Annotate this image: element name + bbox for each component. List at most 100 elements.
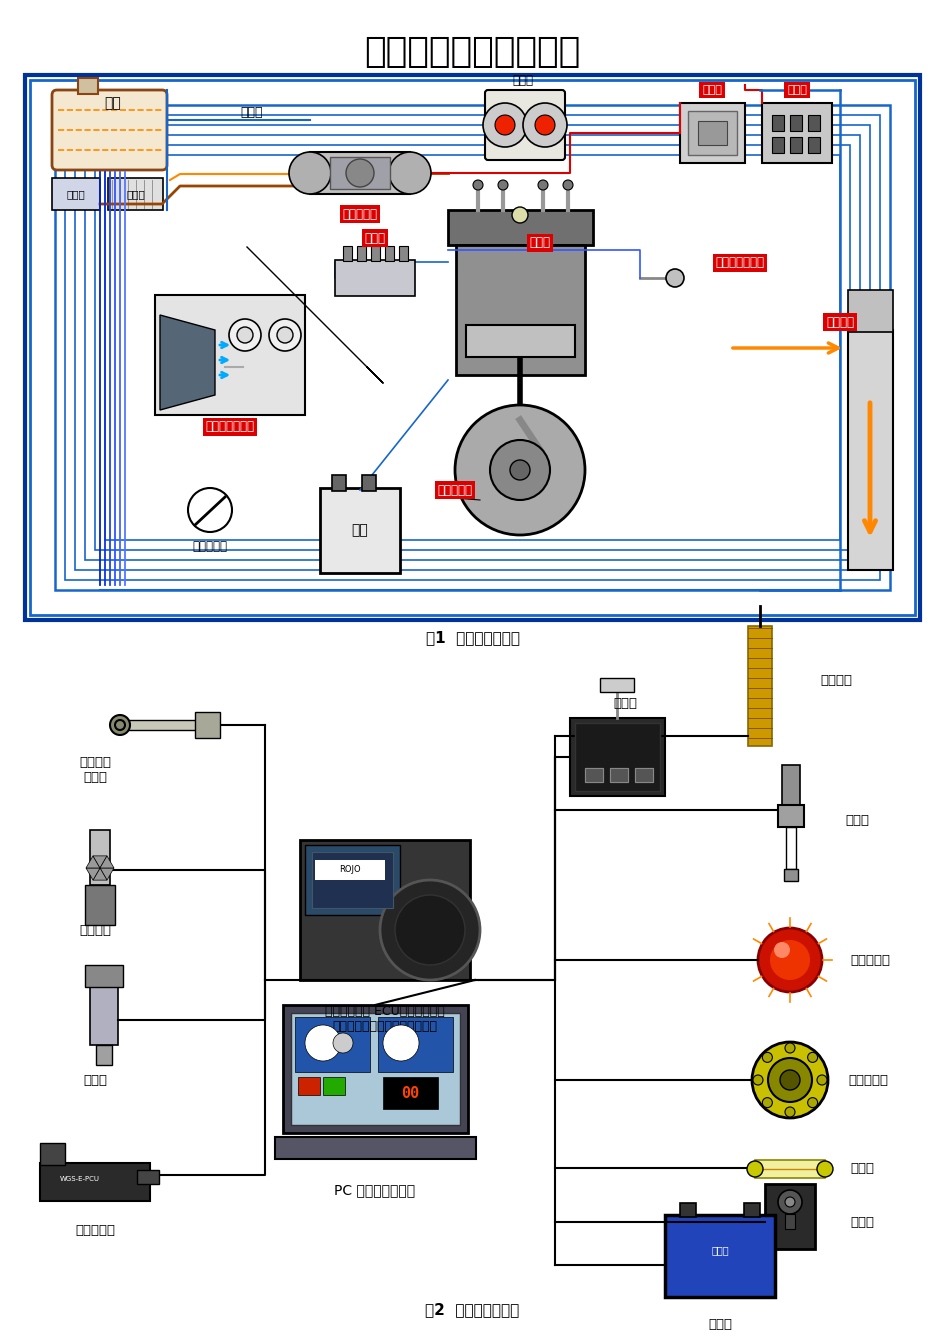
Polygon shape [100,856,114,868]
Bar [634,767,652,782]
Circle shape [784,1043,794,1054]
Bar [329,156,390,189]
Bar [25,75,919,620]
Circle shape [534,115,554,135]
Bar [569,718,665,796]
Text: 点火器: 点火器 [786,86,806,95]
Bar [299,840,469,980]
Text: 电磁燃油泵: 电磁燃油泵 [75,1223,115,1237]
Text: 电门锁开关: 电门锁开关 [193,540,228,554]
Circle shape [289,152,330,194]
Bar [323,1078,345,1095]
Text: 角标传感器: 角标传感器 [437,484,472,496]
Bar [610,767,628,782]
Text: 氧传感器: 氧传感器 [825,316,853,329]
Circle shape [537,180,548,190]
Bar [362,475,376,491]
Bar [90,985,118,1046]
Bar [334,259,414,295]
FancyBboxPatch shape [484,90,565,160]
Bar [789,136,801,152]
Bar [0,655,944,1316]
Text: 角标传感器: 角标传感器 [847,1074,887,1087]
Circle shape [807,1098,817,1107]
Bar [584,767,602,782]
Circle shape [510,460,530,480]
Circle shape [752,1075,762,1086]
Polygon shape [160,316,215,410]
Circle shape [305,1025,341,1062]
Text: 保险丝: 保险丝 [849,1162,873,1174]
Bar [30,80,914,615]
Text: 节气门体（含 ECU，内置节气门
位置传感器、进气温度传感器）: 节气门体（含 ECU，内置节气门 位置传感器、进气温度传感器） [325,1005,445,1034]
Text: 点火器: 点火器 [613,697,636,710]
Text: 电喷系统故障排除手册: 电喷系统故障排除手册 [364,35,580,70]
Polygon shape [86,868,100,880]
Bar [90,830,110,885]
Circle shape [389,152,430,194]
Circle shape [512,207,528,223]
Text: PC 机（故障诊断）: PC 机（故障诊断） [334,1183,415,1197]
Text: 蓄电池: 蓄电池 [711,1245,728,1255]
Circle shape [228,320,261,352]
Circle shape [769,940,809,980]
Circle shape [497,180,508,190]
Bar [40,1143,65,1165]
Bar [665,1215,774,1297]
Bar [297,1078,320,1095]
Text: ROJO: ROJO [339,865,361,874]
Bar [52,178,100,210]
Circle shape [777,1190,801,1214]
Circle shape [751,1042,827,1118]
Bar [698,122,726,144]
Text: WGS-E-PCU: WGS-E-PCU [59,1177,100,1182]
Circle shape [563,180,572,190]
Circle shape [522,103,566,147]
Bar [687,111,736,155]
Bar [282,1005,467,1132]
Bar [743,1203,759,1217]
Text: 高压包: 高压包 [701,86,721,95]
Bar [194,713,220,738]
Bar [574,723,659,792]
Bar [105,155,839,540]
Bar [789,115,801,131]
Text: 高压线圈: 高压线圈 [819,674,851,686]
Circle shape [382,1025,418,1062]
Text: 图2  电喷系统配置图: 图2 电喷系统配置图 [425,1302,519,1317]
Bar [382,1078,437,1108]
Text: 滤清器: 滤清器 [126,189,145,199]
Bar [771,136,784,152]
Bar [465,325,574,357]
Bar [108,178,162,210]
Text: 喷油器: 喷油器 [83,1074,107,1087]
Text: 00: 00 [400,1086,419,1100]
Polygon shape [86,856,100,868]
Bar [357,246,365,261]
Bar [78,78,98,94]
Circle shape [762,1098,771,1107]
Circle shape [395,894,464,965]
Bar [314,860,384,880]
Bar [305,845,399,915]
Bar [456,245,584,374]
Bar [275,1136,476,1159]
Bar [312,852,393,908]
Bar [75,124,869,570]
Bar [320,488,399,574]
Circle shape [784,1197,794,1207]
Bar [85,885,115,925]
Circle shape [762,1052,771,1063]
Bar [847,290,892,332]
Bar [155,295,305,414]
Circle shape [817,1161,832,1177]
Bar [680,1203,696,1217]
Bar [807,136,819,152]
Circle shape [237,328,253,344]
Bar [291,1013,460,1124]
Circle shape [817,1075,826,1086]
Circle shape [773,943,789,959]
Text: 蓄电池: 蓄电池 [707,1318,732,1332]
Text: 电池: 电池 [351,523,368,537]
Circle shape [495,115,514,135]
